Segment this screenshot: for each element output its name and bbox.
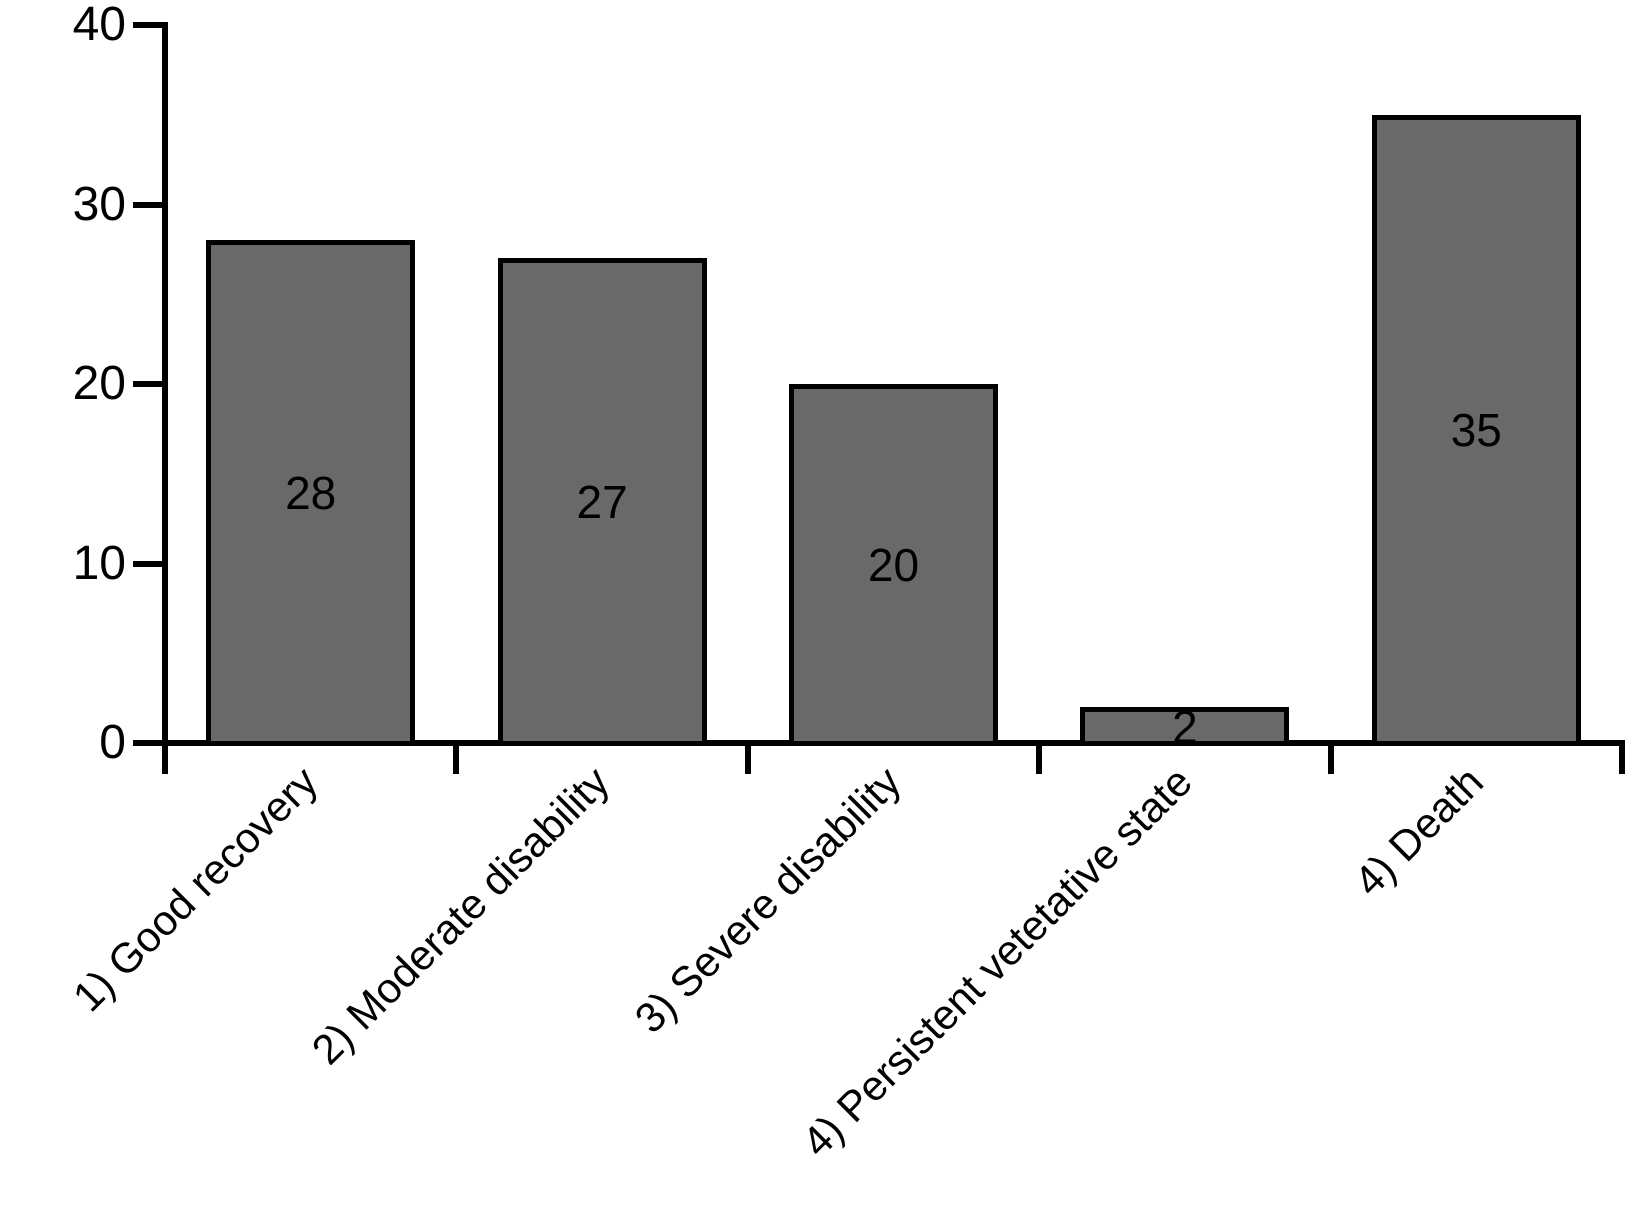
bar-value-label: 2 (1172, 700, 1198, 753)
x-tick (744, 740, 751, 774)
x-tick (453, 740, 460, 774)
bar: 2 (1080, 704, 1290, 750)
y-tick (133, 201, 163, 208)
x-category-label: 1) Good recovery (63, 757, 327, 1021)
bar-value-label: 20 (867, 539, 920, 591)
y-tick (133, 740, 163, 746)
x-category-label: 2) Moderate disability (302, 757, 619, 1074)
bar: 27 (497, 258, 707, 746)
x-category-label: 4) Death (1345, 757, 1493, 905)
y-tick-label: 30 (72, 177, 126, 231)
y-tick (133, 381, 163, 387)
y-tick-label: 40 (72, 0, 126, 51)
y-tick-label: 0 (99, 716, 126, 769)
bar: 28 (206, 240, 416, 746)
bar-value-label: 27 (576, 476, 628, 529)
y-tick-label: 20 (72, 357, 126, 410)
x-category-label: 3) Severe disability (625, 757, 910, 1042)
bar-value-label: 28 (285, 467, 337, 520)
y-tick (133, 22, 163, 28)
y-axis-line (162, 22, 168, 746)
x-tick (162, 740, 168, 774)
x-tick (1036, 740, 1043, 774)
x-tick (1327, 740, 1334, 774)
y-tick-label: 10 (72, 536, 126, 590)
bar: 35 (1371, 114, 1581, 746)
bar-value-label: 35 (1450, 404, 1502, 457)
y-tick (133, 560, 163, 567)
bar: 20 (789, 384, 998, 746)
x-tick (1619, 740, 1625, 774)
